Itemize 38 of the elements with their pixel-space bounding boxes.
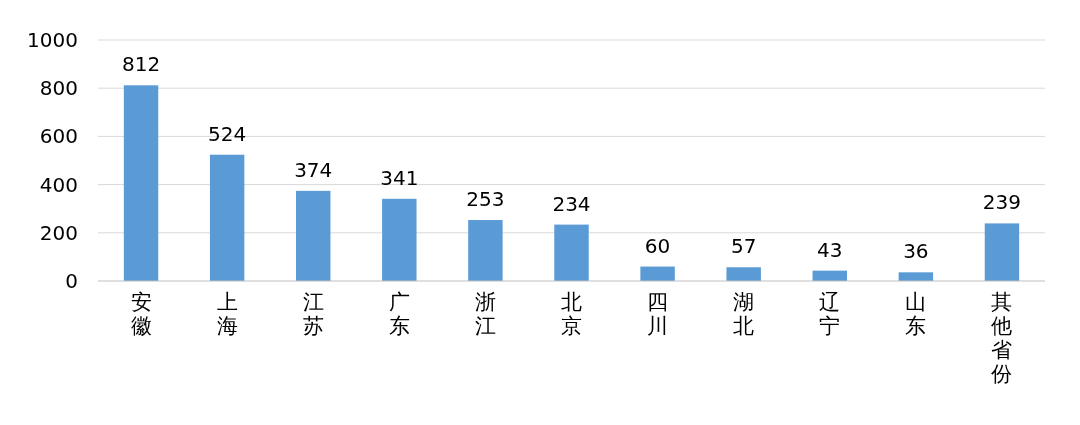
- data-label: 36: [903, 239, 929, 264]
- bar: [209, 154, 245, 281]
- y-tick-label: 800: [39, 76, 78, 101]
- data-label: 253: [466, 187, 505, 212]
- x-tick-label: 广东: [388, 290, 410, 338]
- bar: [296, 190, 331, 281]
- y-tick-label: 1000: [27, 28, 78, 52]
- bar: [554, 224, 589, 281]
- data-label: 57: [730, 234, 757, 259]
- x-tick-label: 其他省份: [991, 290, 1013, 386]
- x-tick-label: 四川: [647, 290, 669, 338]
- bar: [898, 272, 934, 281]
- x-tick-label: 北京: [561, 290, 582, 338]
- bar: [640, 266, 675, 281]
- data-label: 43: [817, 237, 843, 262]
- x-tick-label: 浙江: [474, 290, 496, 338]
- x-tick-label: 上海: [216, 290, 238, 338]
- x-tick-label: 辽宁: [819, 290, 841, 338]
- bar: [726, 267, 761, 281]
- x-tick-label: 湖北: [733, 290, 755, 338]
- data-label: 234: [552, 191, 591, 216]
- x-tick-label: 安徽: [130, 290, 152, 338]
- y-tick-label: 200: [39, 220, 78, 245]
- bar: [382, 198, 417, 281]
- x-tick-label: 江苏: [302, 290, 324, 338]
- y-tick-label: 600: [39, 124, 78, 149]
- data-label: 524: [208, 121, 247, 146]
- data-label: 239: [982, 190, 1022, 215]
- data-label: 60: [644, 233, 671, 258]
- data-label: 812: [121, 52, 161, 77]
- data-label: 374: [294, 157, 333, 182]
- y-tick-label: 0: [65, 269, 78, 293]
- bar: [984, 223, 1020, 281]
- y-tick-label: 400: [39, 172, 78, 197]
- x-tick-label: 山东: [905, 290, 927, 338]
- bar: [468, 220, 503, 281]
- data-label: 341: [380, 165, 419, 190]
- bar: [123, 85, 159, 281]
